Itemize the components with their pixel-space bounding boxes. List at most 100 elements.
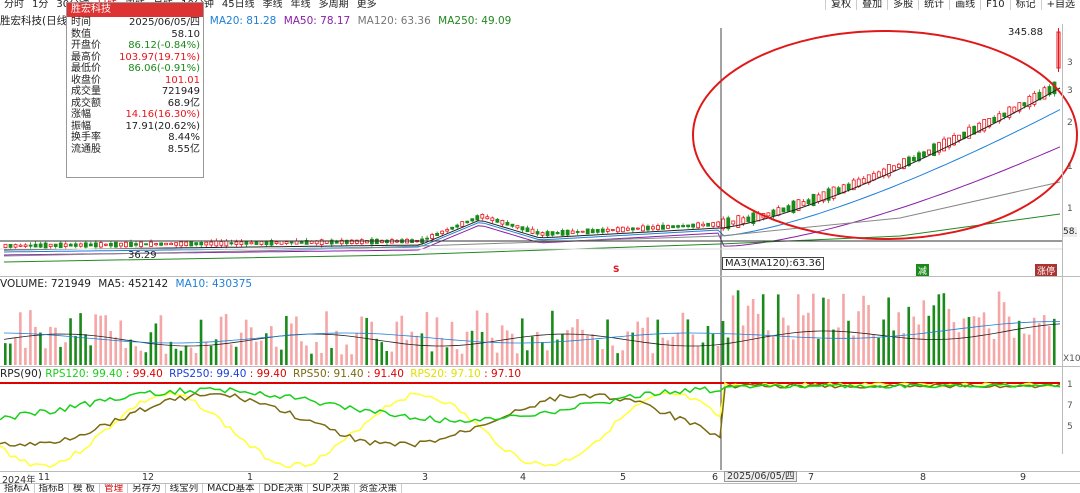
candlestick [686,224,690,228]
info-row: 涨幅 14.16(16.30%) [67,109,203,121]
volume-bar [275,346,278,365]
volume-bar [907,306,911,365]
candlestick [359,239,364,245]
candlestick [891,165,896,171]
volume-bar [781,317,785,365]
volume-bar [295,316,298,365]
indicator-tab-6[interactable]: MACD基本 [203,484,260,493]
time-axis: 2025/06/05/四 2024年 11 12 1 2 3 4 5 6 7 8 9 [0,471,1080,486]
candlestick [364,239,369,244]
tab-9[interactable]: 年线 [290,0,311,10]
volume-bar [239,332,243,365]
volume-bar [370,321,373,365]
volume-bar [505,330,509,365]
toolbar-button-2[interactable]: 多股 [887,0,918,10]
volume-bar [862,295,865,365]
volume-bar [746,305,750,365]
volume-bar [400,315,404,365]
rps120-sub: : 99.40 [125,368,163,380]
volume-bar [29,310,32,365]
candlestick [746,216,751,223]
info-label: 最低价 [71,63,101,74]
tab-0[interactable]: 分时 [4,0,24,10]
tab-11[interactable]: 更多 [356,0,377,10]
toolbar-button-3[interactable]: 统计 [918,0,949,10]
toolbar-button-6[interactable]: 标记 [1009,0,1041,10]
volume-bar [686,319,690,365]
volume-bar [99,315,102,365]
volume-ma10: MA10: 430375 [175,278,253,290]
indicator-tab-1[interactable]: 指标B [35,484,70,493]
info-panel-title[interactable]: 胜宏科技 [67,3,203,17]
candlestick [465,220,470,224]
volume-bar [4,343,7,365]
volume-bar [701,342,705,365]
candlestick [259,240,264,245]
candlestick [103,243,108,246]
candlestick [23,244,28,247]
info-value: 86.12(-0.84%) [128,40,200,51]
toolbar-button-0[interactable]: 复权 [825,0,856,10]
info-value: 8.44% [168,132,200,143]
volume-bar [109,331,112,365]
candlestick [1012,106,1017,113]
time-tick: 2024年 [2,475,36,486]
candlestick [927,149,931,155]
tab-1[interactable]: 1分 [32,0,49,10]
info-row: 收盘价 101.01 [67,75,203,87]
volume-bar [495,352,499,365]
indicator-tab-0[interactable]: 指标A [0,484,35,493]
candlestick [1022,102,1027,107]
indicator-tab-5[interactable]: 线宝列 [166,484,204,493]
candlestick [791,200,796,213]
candlestick [1032,92,1037,105]
candlestick [375,238,379,245]
indicator-tab-9[interactable]: 资金决策 [355,484,402,493]
toolbar-button-5[interactable]: F10 [980,0,1009,10]
volume-bar [1047,326,1051,365]
info-row: 开盘价 86.12(-0.84%) [67,40,203,52]
volume-bar [766,330,770,365]
highlight-ellipse [692,30,1078,240]
volume-bar [450,321,454,365]
volume-bar [1022,333,1026,365]
volume-bar [791,339,795,365]
candlestick [1047,86,1052,96]
tab-10[interactable]: 多周期 [318,0,349,10]
candlestick [199,241,204,246]
volume-bar [149,332,153,365]
tab-8[interactable]: 季线 [262,0,283,10]
volume-bar [892,330,895,365]
indicator-tab-2[interactable]: 模 板 [69,484,101,493]
candlestick [354,239,359,244]
volume-bar [1052,318,1056,365]
candlestick [786,205,791,212]
rps20-sub: : 97.10 [484,368,522,380]
candlestick [440,230,445,235]
volume-bar [887,297,890,365]
volume-bar [967,316,971,365]
toolbar-button-7[interactable]: +自选 [1040,0,1080,10]
candlestick [289,241,294,244]
indicator-tab-3[interactable]: 管理 [100,484,129,493]
indicator-tab-4[interactable]: 另存为 [128,484,166,493]
toolbar-button-1[interactable]: 叠加 [856,0,887,10]
volume-bar [696,345,700,365]
candlestick [284,241,289,245]
tab-7[interactable]: 45日线 [221,0,255,10]
toolbar-button-4[interactable]: 画线 [949,0,980,10]
volume-bar [59,346,62,365]
indicator-tab-8[interactable]: SUP决策 [308,484,355,493]
volume-bar [515,353,519,365]
volume-bar [611,345,614,365]
candlestick [741,217,746,224]
candlestick [244,241,249,245]
time-tick: 3 [422,472,429,483]
indicator-tab-7[interactable]: DDE决策 [260,484,309,493]
high-price-label: 345.88 [1008,27,1043,38]
cursor-date-label: 2025/06/05/四 [724,471,798,482]
candlestick [947,137,951,148]
rps20-line [0,381,1061,469]
volume-bar [962,318,966,365]
